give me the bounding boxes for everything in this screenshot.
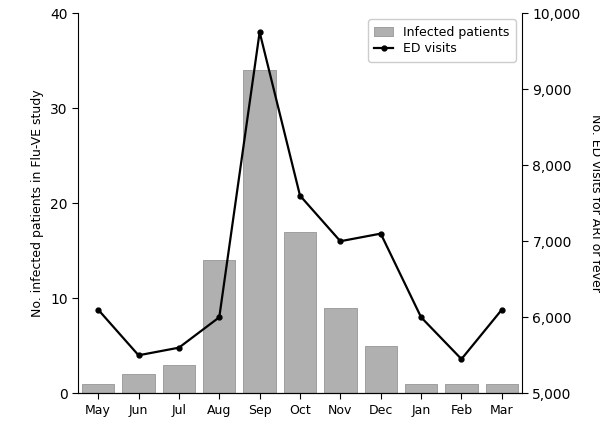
Y-axis label: No. infected patients in Flu-VE study: No. infected patients in Flu-VE study [31,90,44,317]
Legend: Infected patients, ED visits: Infected patients, ED visits [368,19,516,62]
Bar [445,384,478,393]
Bar [82,384,115,393]
Bar [405,384,437,393]
Bar [485,384,518,393]
Bar [284,232,316,393]
Bar [324,308,356,393]
Y-axis label: No. ED visits for ARI or fever: No. ED visits for ARI or fever [589,114,600,292]
Bar [244,70,276,393]
Bar [163,365,195,393]
Bar [203,260,235,393]
Bar [122,374,155,393]
Bar [365,346,397,393]
